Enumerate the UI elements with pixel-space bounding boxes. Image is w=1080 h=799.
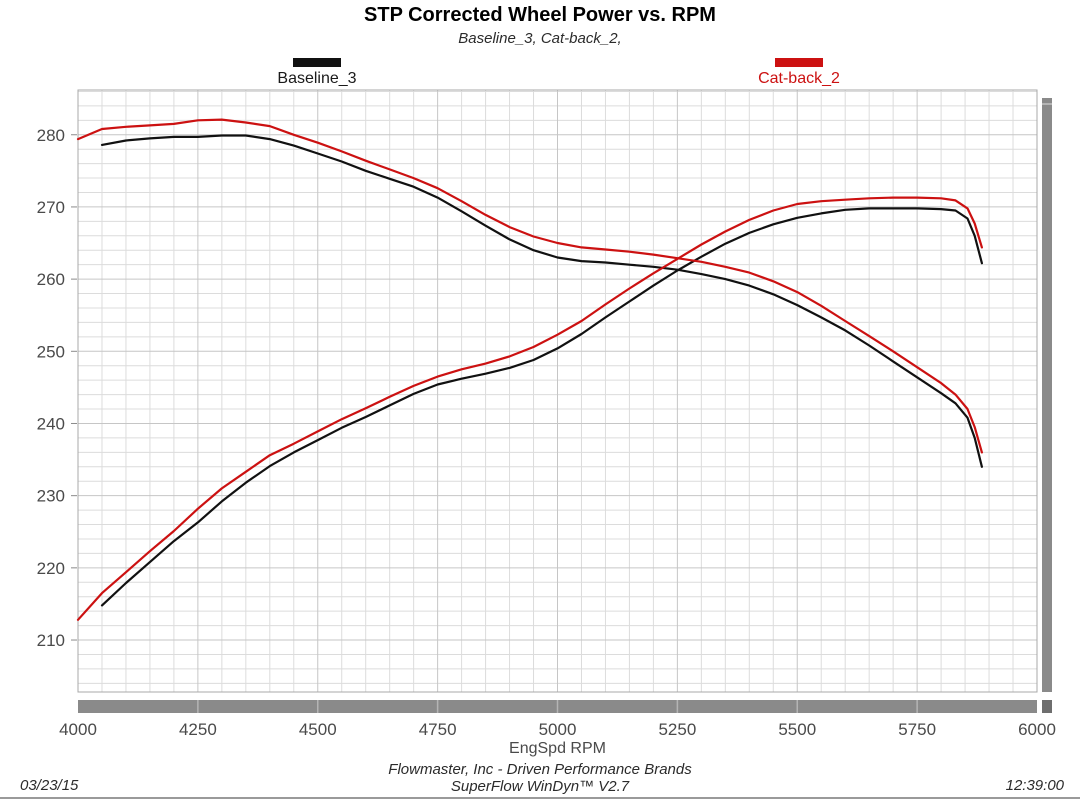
- x-tick-label: 5250: [658, 720, 696, 739]
- plot-border: [77, 89, 1038, 693]
- page-title: STP Corrected Wheel Power vs. RPM: [364, 4, 716, 26]
- legend-label-cat-back-2: Cat-back_2: [758, 70, 840, 87]
- x-tick-label: 5000: [539, 720, 577, 739]
- vertical-scrollbar[interactable]: [1042, 98, 1052, 692]
- y-tick-label: 240: [37, 414, 65, 433]
- y-tick-label: 270: [37, 198, 65, 217]
- y-tick-label: 220: [37, 559, 65, 578]
- y-tick-label: 260: [37, 270, 65, 289]
- x-tick-label: 4750: [419, 720, 457, 739]
- legend-swatch-baseline-3: [293, 58, 341, 67]
- series-line-baseline-3-power: [100, 207, 983, 607]
- x-axis-title: EngSpd RPM: [509, 740, 606, 757]
- legend-item-cat-back-2[interactable]: Cat-back_2: [724, 58, 874, 88]
- y-tick-label: 210: [37, 631, 65, 650]
- x-tick-label: 6000: [1018, 720, 1056, 739]
- time-stamp: 12:39:00: [1005, 777, 1064, 794]
- y-tick-label: 230: [37, 487, 65, 506]
- x-tick-label: 4500: [299, 720, 337, 739]
- series-line-baseline-3-torque: [100, 134, 983, 468]
- y-tick-label: 250: [37, 342, 65, 361]
- window-bottom-edge: [0, 797, 1080, 799]
- footer-company-line: Flowmaster, Inc - Driven Performance Bra…: [388, 761, 692, 778]
- scrollbar-corner: [1042, 700, 1052, 713]
- x-tick-label: 5750: [898, 720, 936, 739]
- footer-software-line: SuperFlow WinDyn™ V2.7: [450, 778, 630, 795]
- series-line-cat-back-2-power: [76, 196, 983, 621]
- x-tick-label: 4250: [179, 720, 217, 739]
- legend-label-baseline-3: Baseline_3: [277, 70, 357, 87]
- series-line-cat-back-2-torque: [76, 118, 983, 454]
- x-tick-label: 4000: [59, 720, 97, 739]
- y-tick-label: 280: [37, 126, 65, 145]
- x-tick-label: 5500: [778, 720, 816, 739]
- legend-swatch-cat-back-2: [775, 58, 823, 67]
- legend-item-baseline-3[interactable]: Baseline_3: [242, 58, 392, 88]
- chart-subtitle: Baseline_3, Cat-back_2,: [458, 30, 622, 47]
- date-stamp: 03/23/15: [20, 777, 79, 794]
